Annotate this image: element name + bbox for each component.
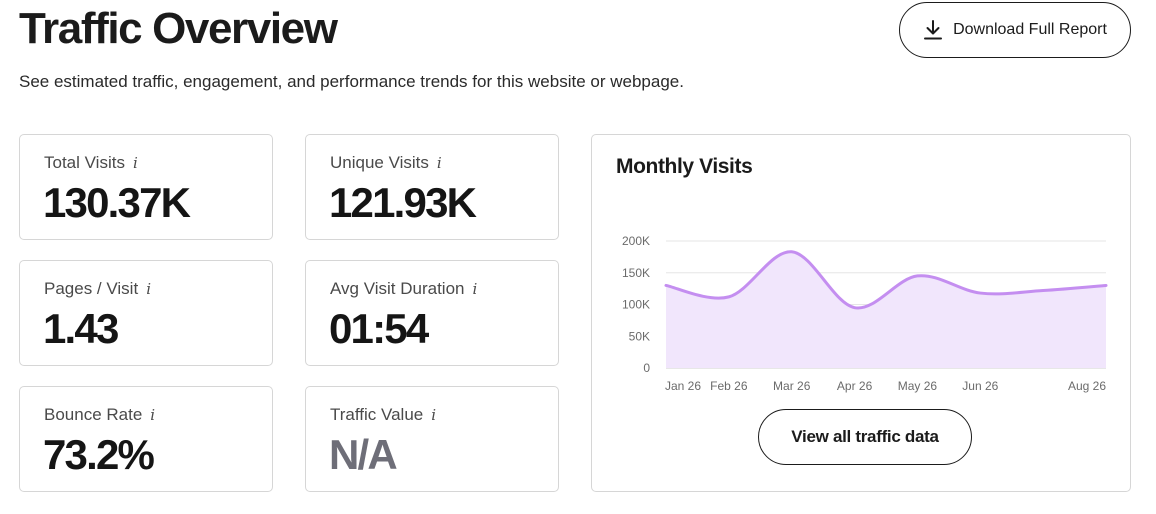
monthly-visits-chart: 0 50K 100K 150K 200K Jan 26 Feb 26 Mar 26 Apr 26… — [622, 234, 1108, 393]
monthly-visits-card: Monthly Visits 0 50K 100K 150K 200K Jan 26 Feb… — [591, 134, 1131, 492]
unique-visits-card: Unique Visits i 121.93K — [305, 134, 559, 240]
avg-visit-duration-label: Avg Visit Duration — [330, 279, 465, 298]
area-fill — [666, 251, 1106, 368]
info-icon[interactable]: i — [431, 406, 437, 424]
x-tick-label: May 26 — [898, 379, 938, 393]
bounce-rate-label: Bounce Rate — [44, 405, 143, 424]
info-icon[interactable]: i — [472, 280, 478, 298]
avg-visit-duration-value: 01:54 — [329, 305, 429, 352]
x-tick-label: Aug 26 — [1068, 379, 1106, 393]
page-title: Traffic Overview — [19, 4, 338, 53]
x-tick-label: Jan 26 — [665, 379, 701, 393]
pages-per-visit-value: 1.43 — [43, 305, 119, 352]
total-visits-label: Total Visits — [44, 153, 125, 172]
pages-per-visit-label: Pages / Visit — [44, 279, 139, 298]
total-visits-value: 130.37K — [43, 179, 191, 226]
avg-visit-duration-card: Avg Visit Duration i 01:54 — [305, 260, 559, 366]
y-tick-label: 100K — [622, 298, 650, 312]
info-icon[interactable]: i — [132, 154, 138, 172]
unique-visits-label: Unique Visits — [330, 153, 429, 172]
bounce-rate-card: Bounce Rate i 73.2% — [19, 386, 273, 492]
series-line — [664, 250, 1108, 310]
download-report-button[interactable]: Download Full Report — [899, 2, 1131, 58]
bounce-rate-value: 73.2% — [43, 431, 155, 478]
y-tick-label: 0 — [643, 361, 650, 375]
traffic-value-value: N/A — [329, 431, 398, 478]
info-icon[interactable]: i — [146, 280, 151, 298]
x-tick-label: Apr 26 — [837, 379, 873, 393]
x-tick-label: Mar 26 — [773, 379, 811, 393]
pages-per-visit-card: Pages / Visit i 1.43 — [19, 260, 273, 366]
y-tick-label: 200K — [622, 234, 650, 248]
total-visits-card: Total Visits i 130.37K — [19, 134, 273, 240]
info-icon[interactable]: i — [436, 154, 442, 172]
traffic-value-card: Traffic Value i N/A — [305, 386, 559, 492]
download-icon — [923, 19, 943, 41]
chart-title: Monthly Visits — [616, 155, 753, 178]
y-tick-label: 150K — [622, 266, 650, 280]
unique-visits-value: 121.93K — [329, 179, 477, 226]
info-icon[interactable]: i — [150, 406, 156, 424]
x-tick-label: Jun 26 — [962, 379, 998, 393]
y-tick-label: 50K — [629, 329, 650, 343]
view-all-traffic-button[interactable]: View all traffic data — [758, 409, 972, 465]
x-tick-label: Feb 26 — [710, 379, 748, 393]
page-subtitle: See estimated traffic, engagement, and p… — [19, 72, 684, 91]
traffic-value-label: Traffic Value — [330, 405, 424, 424]
download-report-label: Download Full Report — [953, 21, 1107, 38]
